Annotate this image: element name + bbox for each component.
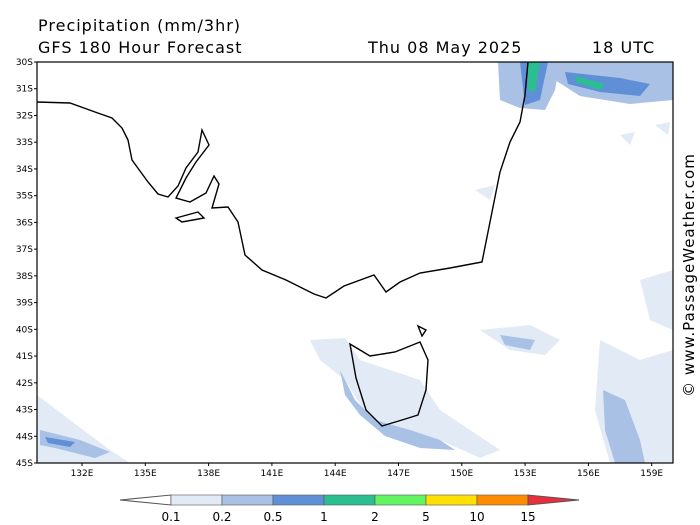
lon-label: 156E xyxy=(577,469,600,479)
lon-label: 138E xyxy=(197,469,220,479)
lon-label: 147E xyxy=(387,469,410,479)
rain-area xyxy=(640,270,673,330)
colorbar-segment xyxy=(170,494,223,506)
kangaroo-island xyxy=(174,211,206,223)
lat-label: 44S xyxy=(16,432,33,442)
rain-area xyxy=(603,390,645,463)
colorbar-label: 1 xyxy=(320,510,328,524)
rain-area xyxy=(310,338,500,458)
coastline xyxy=(36,61,529,427)
colorbar: 0.1 0.2 0.5 1 2 5 10 15 xyxy=(119,494,580,524)
rain-area xyxy=(45,437,75,447)
colorbar-label: 10 xyxy=(469,510,484,524)
lon-label: 153E xyxy=(514,469,537,479)
lon-label: 141E xyxy=(260,469,283,479)
lon-label: 135E xyxy=(134,469,157,479)
colorbar-segment xyxy=(425,494,478,506)
colorbar-segment xyxy=(323,494,376,506)
date: Thu 08 May 2025 xyxy=(367,38,522,57)
rain-area xyxy=(565,72,650,96)
lon-label: 144E xyxy=(324,469,347,479)
lat-label: 37S xyxy=(16,245,33,255)
lat-label: 34S xyxy=(16,165,33,175)
rain-area xyxy=(500,335,535,350)
rain-area xyxy=(40,430,110,458)
colorbar-segment xyxy=(221,494,274,506)
tasmania-coast xyxy=(349,341,429,427)
title: Precipitation (mm/3hr) xyxy=(38,16,241,35)
rain-area xyxy=(528,62,540,92)
colorbar-under xyxy=(119,494,172,506)
watermark: © www.PassageWeather.com xyxy=(680,153,698,397)
lat-label: 39S xyxy=(16,299,33,309)
time: 18 UTC xyxy=(592,38,655,57)
lat-label: 33S xyxy=(16,138,33,148)
colorbar-over xyxy=(527,494,580,506)
colorbar-segment xyxy=(272,494,325,506)
colorbar-label: 0.2 xyxy=(212,510,231,524)
lat-label: 36S xyxy=(16,218,33,228)
colorbar-label: 0.5 xyxy=(263,510,282,524)
lon-label: 132E xyxy=(71,469,94,479)
lon-label: 150E xyxy=(450,469,473,479)
mainland-coast xyxy=(36,61,529,299)
colorbar-segment xyxy=(374,494,427,506)
lon-label: 159E xyxy=(640,469,663,479)
colorbar-label: 15 xyxy=(520,510,535,524)
precipitation xyxy=(37,62,673,463)
colorbar-label: 2 xyxy=(371,510,379,524)
map-frame xyxy=(36,61,674,464)
lat-label: 35S xyxy=(16,192,33,202)
rain-area xyxy=(340,370,455,450)
rain-area xyxy=(575,76,605,90)
subtitle: GFS 180 Hour Forecast xyxy=(38,38,243,57)
lat-label: 45S xyxy=(16,459,33,469)
axis-ticks: 30S 31S 32S 33S 34S 35S 36S 37S 38S 39S 40S 41S 42S 4… xyxy=(16,58,664,479)
lat-label: 41S xyxy=(16,352,33,362)
colorbar-segment xyxy=(476,494,529,506)
colorbar-label: 5 xyxy=(422,510,430,524)
lat-label: 32S xyxy=(16,111,33,121)
colorbar-label: 0.1 xyxy=(161,510,180,524)
lat-label: 43S xyxy=(16,406,33,416)
lat-label: 30S xyxy=(16,58,33,68)
lat-label: 40S xyxy=(16,325,33,335)
lat-label: 42S xyxy=(16,379,33,389)
flinders-island xyxy=(416,324,428,338)
lat-label: 38S xyxy=(16,272,33,282)
lat-label: 31S xyxy=(16,85,33,95)
